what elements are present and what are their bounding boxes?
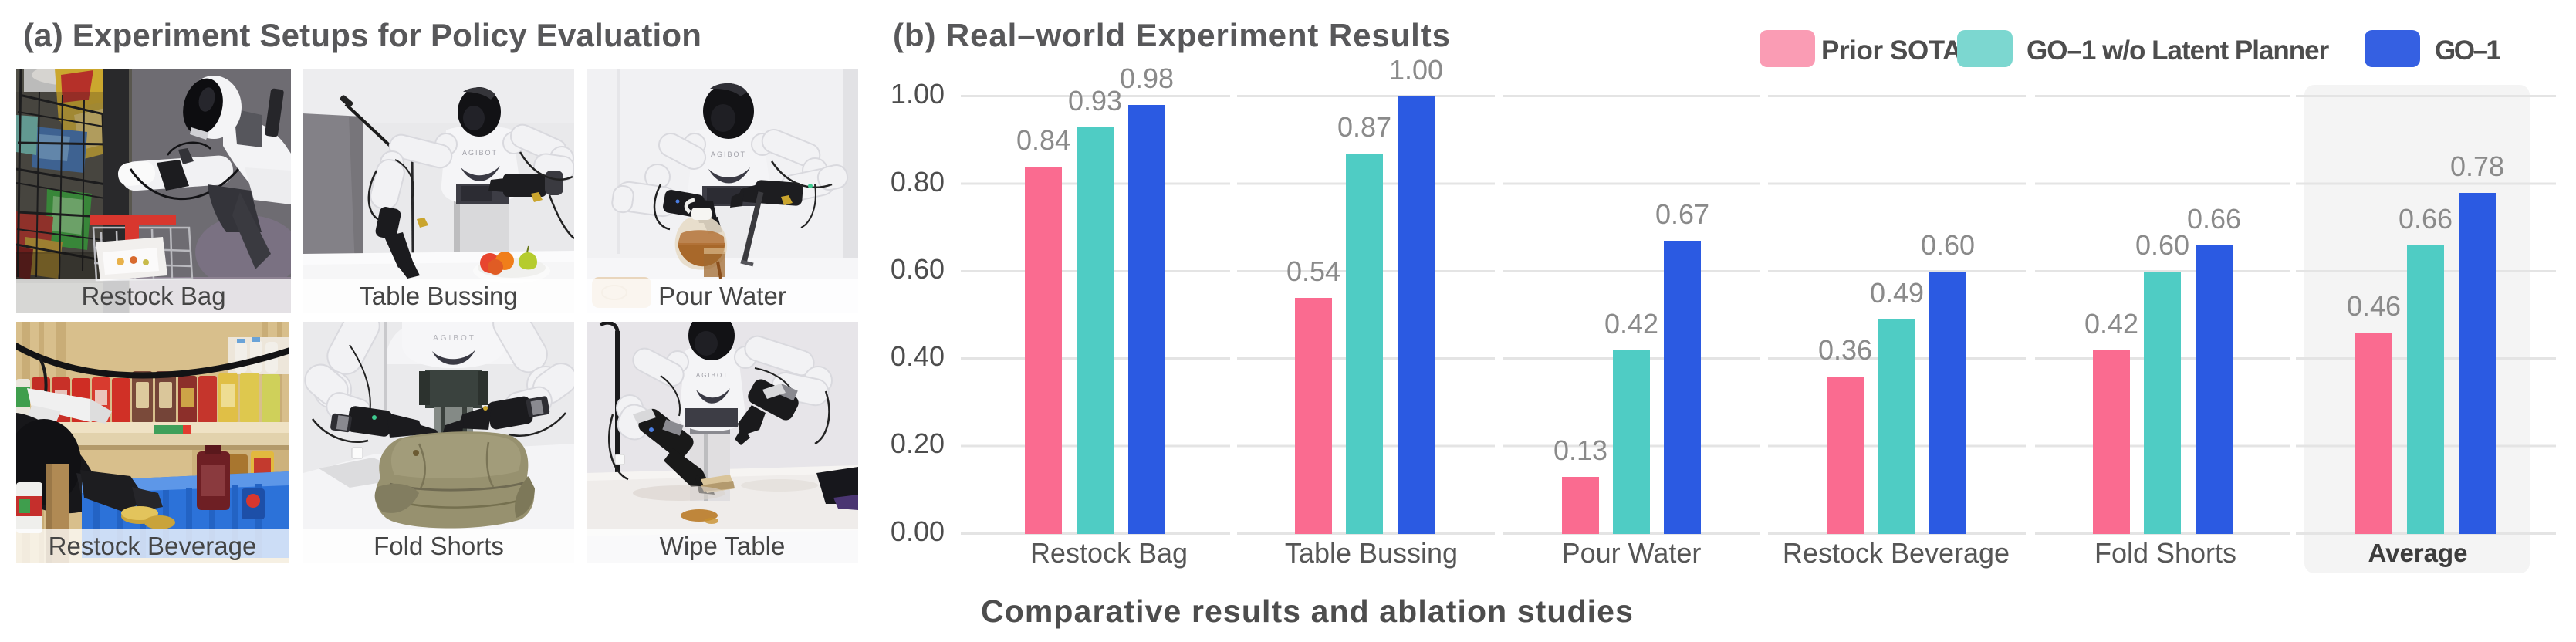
svg-text:AGIBOT: AGIBOT bbox=[433, 334, 476, 343]
svg-text:AGIBOT: AGIBOT bbox=[696, 372, 729, 379]
svg-text:AGIBOT: AGIBOT bbox=[711, 150, 746, 158]
svg-text:AGIBOT: AGIBOT bbox=[462, 149, 498, 157]
